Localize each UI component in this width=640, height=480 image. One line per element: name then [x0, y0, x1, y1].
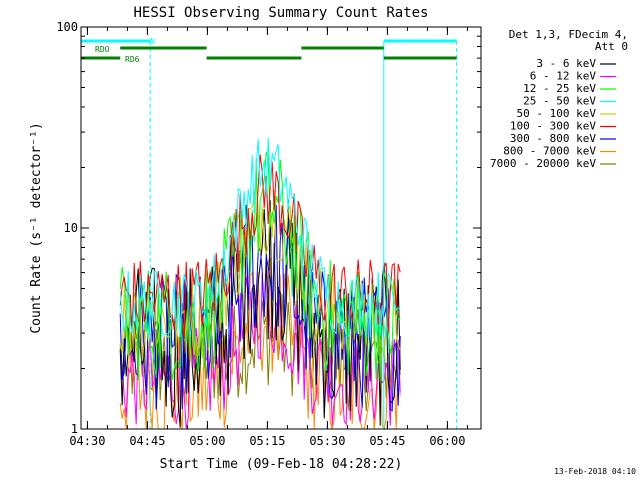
x-tick-label-1: 04:30: [69, 434, 105, 448]
legend-label-7: 300 - 800 keV: [510, 132, 596, 145]
legend-label-3: 12 - 25 keV: [523, 82, 596, 95]
legend-label-1: 3 - 6 keV: [536, 57, 596, 70]
legend-label-4: 25 - 50 keV: [523, 95, 596, 108]
y-tick-label-1: 1: [71, 422, 78, 436]
axes: 04:30 04:45 05:00 05:15 05:30 05:45 06:00 1 10 10…: [56, 20, 481, 448]
x-tick-label-2: 04:45: [129, 434, 165, 448]
y-tick-label-3: 100: [56, 20, 78, 34]
x-tick-label-5: 05:30: [309, 434, 345, 448]
flag-label-n: N: [150, 37, 155, 46]
y-tick-label-2: 10: [64, 221, 78, 235]
x-tick-label-6: 05:45: [369, 434, 405, 448]
legend-label-2: 6 - 12 keV: [530, 70, 597, 83]
legend-header-line-2: Att 0: [595, 40, 628, 53]
flag-bars: N RDO RD6: [81, 37, 457, 64]
legend-header-line-1: Det 1,3, FDecim 4,: [509, 28, 628, 41]
legend-label-5: 50 - 100 keV: [517, 107, 597, 120]
legend-label-6: 100 - 300 keV: [510, 120, 596, 133]
flag-label-rdo: RDO: [95, 45, 110, 54]
footer-timestamp: 13-Feb-2018 04:10: [554, 467, 636, 476]
flag-label-rd6: RD6: [125, 55, 140, 64]
plot-data-layer: [80, 41, 458, 431]
legend-label-9: 7000 - 20000 keV: [490, 157, 596, 170]
chart-title: HESSI Observing Summary Count Rates: [133, 5, 428, 21]
x-axis-label: Start Time (09-Feb-18 04:28:22): [160, 457, 403, 472]
x-tick-label-3: 05:00: [189, 434, 225, 448]
series-line-4: [119, 137, 401, 339]
legend-label-8: 800 - 7000 keV: [503, 145, 596, 158]
x-tick-label-4: 05:15: [249, 434, 285, 448]
x-tick-label-7: 06:00: [429, 434, 465, 448]
y-axis-label: Count Rate (s⁻¹ detector⁻¹): [29, 122, 44, 333]
